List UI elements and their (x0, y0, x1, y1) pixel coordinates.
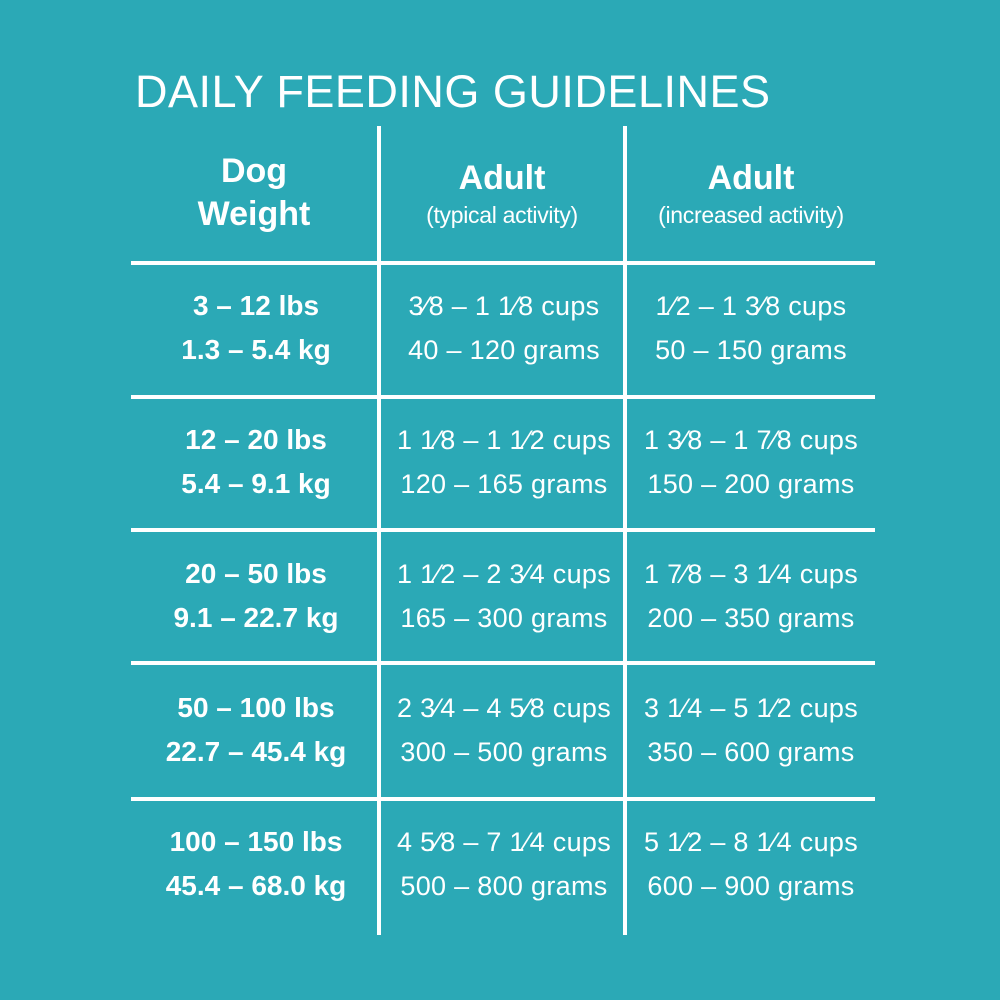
table-row-2-typical: 1 1⁄8 – 1 1⁄2 cups 120 – 165 grams (381, 417, 627, 507)
header-adult-typical: Adult (typical activity) (381, 148, 623, 238)
table-row-4-increased: 3 1⁄4 – 5 1⁄2 cups 350 – 600 grams (627, 685, 875, 775)
row-divider-header (131, 261, 875, 265)
typical-cups: 1 1⁄2 – 2 3⁄4 cups (396, 559, 612, 589)
table-row-1-increased: 1⁄2 – 1 3⁄8 cups 50 – 150 grams (627, 283, 875, 373)
header-adult-typical-sub: (typical activity) (426, 201, 578, 228)
weight-lbs: 50 – 100 lbs (177, 692, 335, 723)
weight-kg: 9.1 – 22.7 kg (173, 602, 339, 633)
typical-grams: 165 – 300 grams (400, 603, 608, 633)
table-row-2-weight: 12 – 20 lbs 5.4 – 9.1 kg (131, 417, 381, 507)
typical-cups: 4 5⁄8 – 7 1⁄4 cups (396, 827, 612, 857)
table-row-4-weight: 50 – 100 lbs 22.7 – 45.4 kg (131, 685, 381, 775)
weight-kg: 45.4 – 68.0 kg (165, 870, 347, 901)
increased-cups: 1⁄2 – 1 3⁄8 cups (655, 291, 847, 321)
increased-grams: 600 – 900 grams (647, 871, 855, 901)
weight-lbs: 12 – 20 lbs (185, 424, 327, 455)
increased-cups: 1 3⁄8 – 1 7⁄8 cups (643, 425, 859, 455)
typical-cups: 3⁄8 – 1 1⁄8 cups (408, 291, 600, 321)
page-title: DAILY FEEDING GUIDELINES (135, 66, 771, 117)
weight-kg: 22.7 – 45.4 kg (165, 736, 347, 767)
header-adult-increased-title: Adult (707, 158, 795, 197)
header-adult-increased: Adult (increased activity) (627, 148, 875, 238)
row-divider-1 (131, 395, 875, 399)
increased-cups: 3 1⁄4 – 5 1⁄2 cups (643, 693, 859, 723)
table-row-2-increased: 1 3⁄8 – 1 7⁄8 cups 150 – 200 grams (627, 417, 875, 507)
weight-lbs: 20 – 50 lbs (185, 558, 327, 589)
typical-cups: 2 3⁄4 – 4 5⁄8 cups (396, 693, 612, 723)
header-adult-typical-title: Adult (458, 158, 546, 197)
weight-lbs: 100 – 150 lbs (169, 826, 343, 857)
typical-grams: 40 – 120 grams (408, 335, 600, 365)
weight-lbs: 3 – 12 lbs (192, 290, 320, 321)
table-row-3-typical: 1 1⁄2 – 2 3⁄4 cups 165 – 300 grams (381, 551, 627, 641)
typical-grams: 300 – 500 grams (400, 737, 608, 767)
table-row-1-weight: 3 – 12 lbs 1.3 – 5.4 kg (131, 283, 381, 373)
row-divider-4 (131, 797, 875, 801)
table-row-3-increased: 1 7⁄8 – 3 1⁄4 cups 200 – 350 grams (627, 551, 875, 641)
table-row-5-weight: 100 – 150 lbs 45.4 – 68.0 kg (131, 819, 381, 909)
increased-cups: 5 1⁄2 – 8 1⁄4 cups (643, 827, 859, 857)
header-adult-increased-sub: (increased activity) (658, 201, 844, 228)
row-divider-2 (131, 528, 875, 532)
typical-grams: 120 – 165 grams (400, 469, 608, 499)
increased-grams: 150 – 200 grams (647, 469, 855, 499)
header-dog-weight: Dog Weight (131, 148, 377, 238)
table-row-1-typical: 3⁄8 – 1 1⁄8 cups 40 – 120 grams (381, 283, 627, 373)
header-dog-weight-line1: Dog (220, 152, 288, 190)
typical-grams: 500 – 800 grams (400, 871, 608, 901)
weight-kg: 5.4 – 9.1 kg (181, 468, 331, 499)
header-dog-weight-line2: Weight (197, 195, 311, 233)
table-row-5-typical: 4 5⁄8 – 7 1⁄4 cups 500 – 800 grams (381, 819, 627, 909)
table-row-4-typical: 2 3⁄4 – 4 5⁄8 cups 300 – 500 grams (381, 685, 627, 775)
typical-cups: 1 1⁄8 – 1 1⁄2 cups (396, 425, 612, 455)
increased-grams: 350 – 600 grams (647, 737, 855, 767)
table-row-3-weight: 20 – 50 lbs 9.1 – 22.7 kg (131, 551, 381, 641)
increased-cups: 1 7⁄8 – 3 1⁄4 cups (643, 559, 859, 589)
weight-kg: 1.3 – 5.4 kg (181, 334, 331, 365)
increased-grams: 200 – 350 grams (647, 603, 855, 633)
table-row-5-increased: 5 1⁄2 – 8 1⁄4 cups 600 – 900 grams (627, 819, 875, 909)
increased-grams: 50 – 150 grams (655, 335, 847, 365)
row-divider-3 (131, 661, 875, 665)
